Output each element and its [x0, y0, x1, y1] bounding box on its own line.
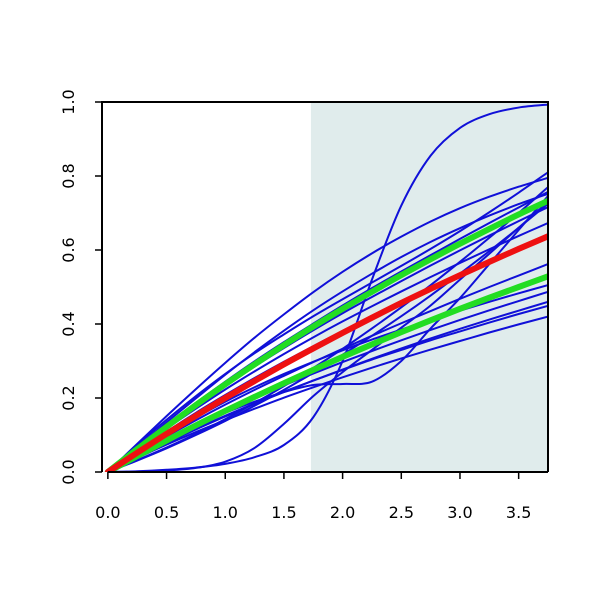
y-tick-label: 0.2 — [59, 385, 78, 410]
x-tick-label: 1.5 — [271, 503, 296, 522]
axes-layer — [95, 101, 549, 479]
x-tick-label: 1.0 — [213, 503, 238, 522]
x-tick-label: 2.0 — [330, 503, 355, 522]
x-tick-label: 3.5 — [506, 503, 531, 522]
series-line-12 — [106, 315, 548, 472]
x-tick-label: 3.0 — [447, 503, 472, 522]
series-layer — [104, 103, 548, 472]
plot-frame — [101, 101, 549, 472]
y-tick-label: 0.6 — [59, 237, 78, 262]
y-tick-label: 0.0 — [59, 459, 78, 484]
x-tick-label: 0.5 — [154, 503, 179, 522]
tick-label-layer: 0.0 0.5 1.0 1.5 2.0 2.5 3.0 3.5 0.0 0.2 0.4 0.6 0.8 1… — [59, 89, 531, 522]
y-tick-label: 1.0 — [59, 89, 78, 114]
series-line-20 — [104, 273, 548, 472]
x-tick-label: 2.5 — [389, 503, 414, 522]
y-tick-label: 0.4 — [59, 311, 78, 336]
series-line-1 — [106, 176, 548, 472]
x-tick-label: 0.0 — [95, 503, 120, 522]
series-line-21 — [104, 233, 548, 472]
y-tick-label: 0.8 — [59, 163, 78, 188]
series-line-19 — [104, 197, 548, 472]
series-line-3 — [106, 171, 548, 472]
